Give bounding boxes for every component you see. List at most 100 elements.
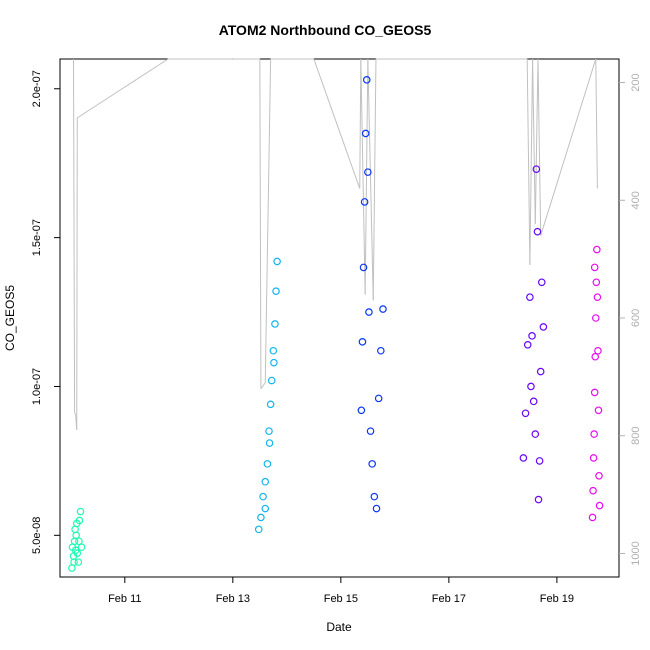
x-tick-label: Feb 13 [216,593,250,605]
data-point [368,460,376,468]
data-point [267,376,276,385]
data-point [539,323,548,331]
data-point [590,388,599,397]
data-point [366,427,375,435]
data-point [591,352,600,361]
data-point [370,492,379,501]
data-point [70,558,78,566]
profile-segment [595,58,598,189]
data-point [532,165,541,173]
profile-segment [367,58,374,301]
data-point [365,308,373,316]
data-point [536,367,545,376]
x-axis-label: Date [326,620,352,634]
profile-segment [264,58,272,383]
data-point [521,409,530,418]
y2-tick-label: 600 [630,309,642,327]
data-point [72,519,81,528]
data-point [272,287,280,296]
data-point [519,454,528,462]
data-point [533,227,542,236]
y-tick-label: 1.0e-07 [31,368,43,405]
profile-segment [532,58,536,224]
data-point [531,430,540,438]
data-point [523,340,532,349]
data-point [594,346,602,355]
profile-segment [364,58,369,295]
y2-tick-label: 200 [630,73,642,91]
data-point [537,278,546,287]
data-point [589,486,597,495]
x-axis: Feb 11 Feb 13 Feb 15 Feb 17 Feb 19 [108,576,574,605]
profile-segment [372,58,377,301]
y-tick-label: 1.5e-07 [31,219,43,256]
data-point [528,332,536,340]
data-point [273,257,281,266]
data-point [77,543,86,552]
data-point [589,454,598,462]
data-point [588,513,597,522]
data-point [529,397,538,406]
profile-segment [537,58,542,236]
data-point [362,76,371,84]
y-tick-label: 2.0e-07 [31,70,43,107]
profile-segment [529,58,534,266]
data-point [261,504,270,513]
x-tick-label: Feb 15 [324,593,358,605]
data-point [595,471,603,480]
profile-layer [73,58,598,430]
data-point [361,129,370,138]
y2-tick-label: 1000 [630,541,642,565]
data-point [593,293,602,301]
data-point [259,492,267,501]
x-tick-label: Feb 19 [540,593,574,605]
data-point [263,460,272,468]
y-tick-label: 5.0e-08 [31,517,43,554]
series-1 [68,507,86,572]
data-point [360,198,369,206]
data-point [372,504,381,513]
data-point [590,430,598,438]
data-point [595,501,604,510]
profile-segment [73,58,76,413]
data-point [270,358,278,367]
data-point [526,293,534,301]
data-point [75,537,83,546]
profile-segment [260,382,266,389]
data-point [527,382,535,391]
profile-segment [76,117,78,430]
chart-title: ATOM2 Northbound CO_GEOS5 [219,22,432,38]
data-point [592,278,601,287]
data-point [265,427,273,435]
data-point [377,346,385,355]
data-point [266,400,275,409]
data-point [72,531,81,540]
x-tick-label: Feb 17 [432,593,466,605]
series-5 [588,245,604,522]
series-4 [519,165,548,504]
data-point [364,168,372,176]
y2-axis: 200 400 600 800 1000 [619,73,642,566]
y-axis-label: CO_GEOS5 [3,285,17,351]
data-point [261,477,270,486]
data-point [359,263,368,272]
plot-area [59,58,620,578]
data-point [374,394,383,403]
data-point [591,314,600,322]
profile-segment [74,412,77,416]
data-point [254,525,263,534]
series-2 [254,257,281,534]
series-3 [357,76,387,513]
data-point [271,320,279,328]
data-point [594,406,603,415]
data-point [76,507,85,516]
data-point [357,406,366,415]
data-point [535,457,544,465]
profile-segment [313,58,361,189]
profile-segment [540,58,597,236]
y2-tick-label: 400 [630,191,642,209]
x-tick-label: Feb 11 [108,593,141,605]
data-point [534,495,543,504]
y2-tick-label: 800 [630,427,642,445]
